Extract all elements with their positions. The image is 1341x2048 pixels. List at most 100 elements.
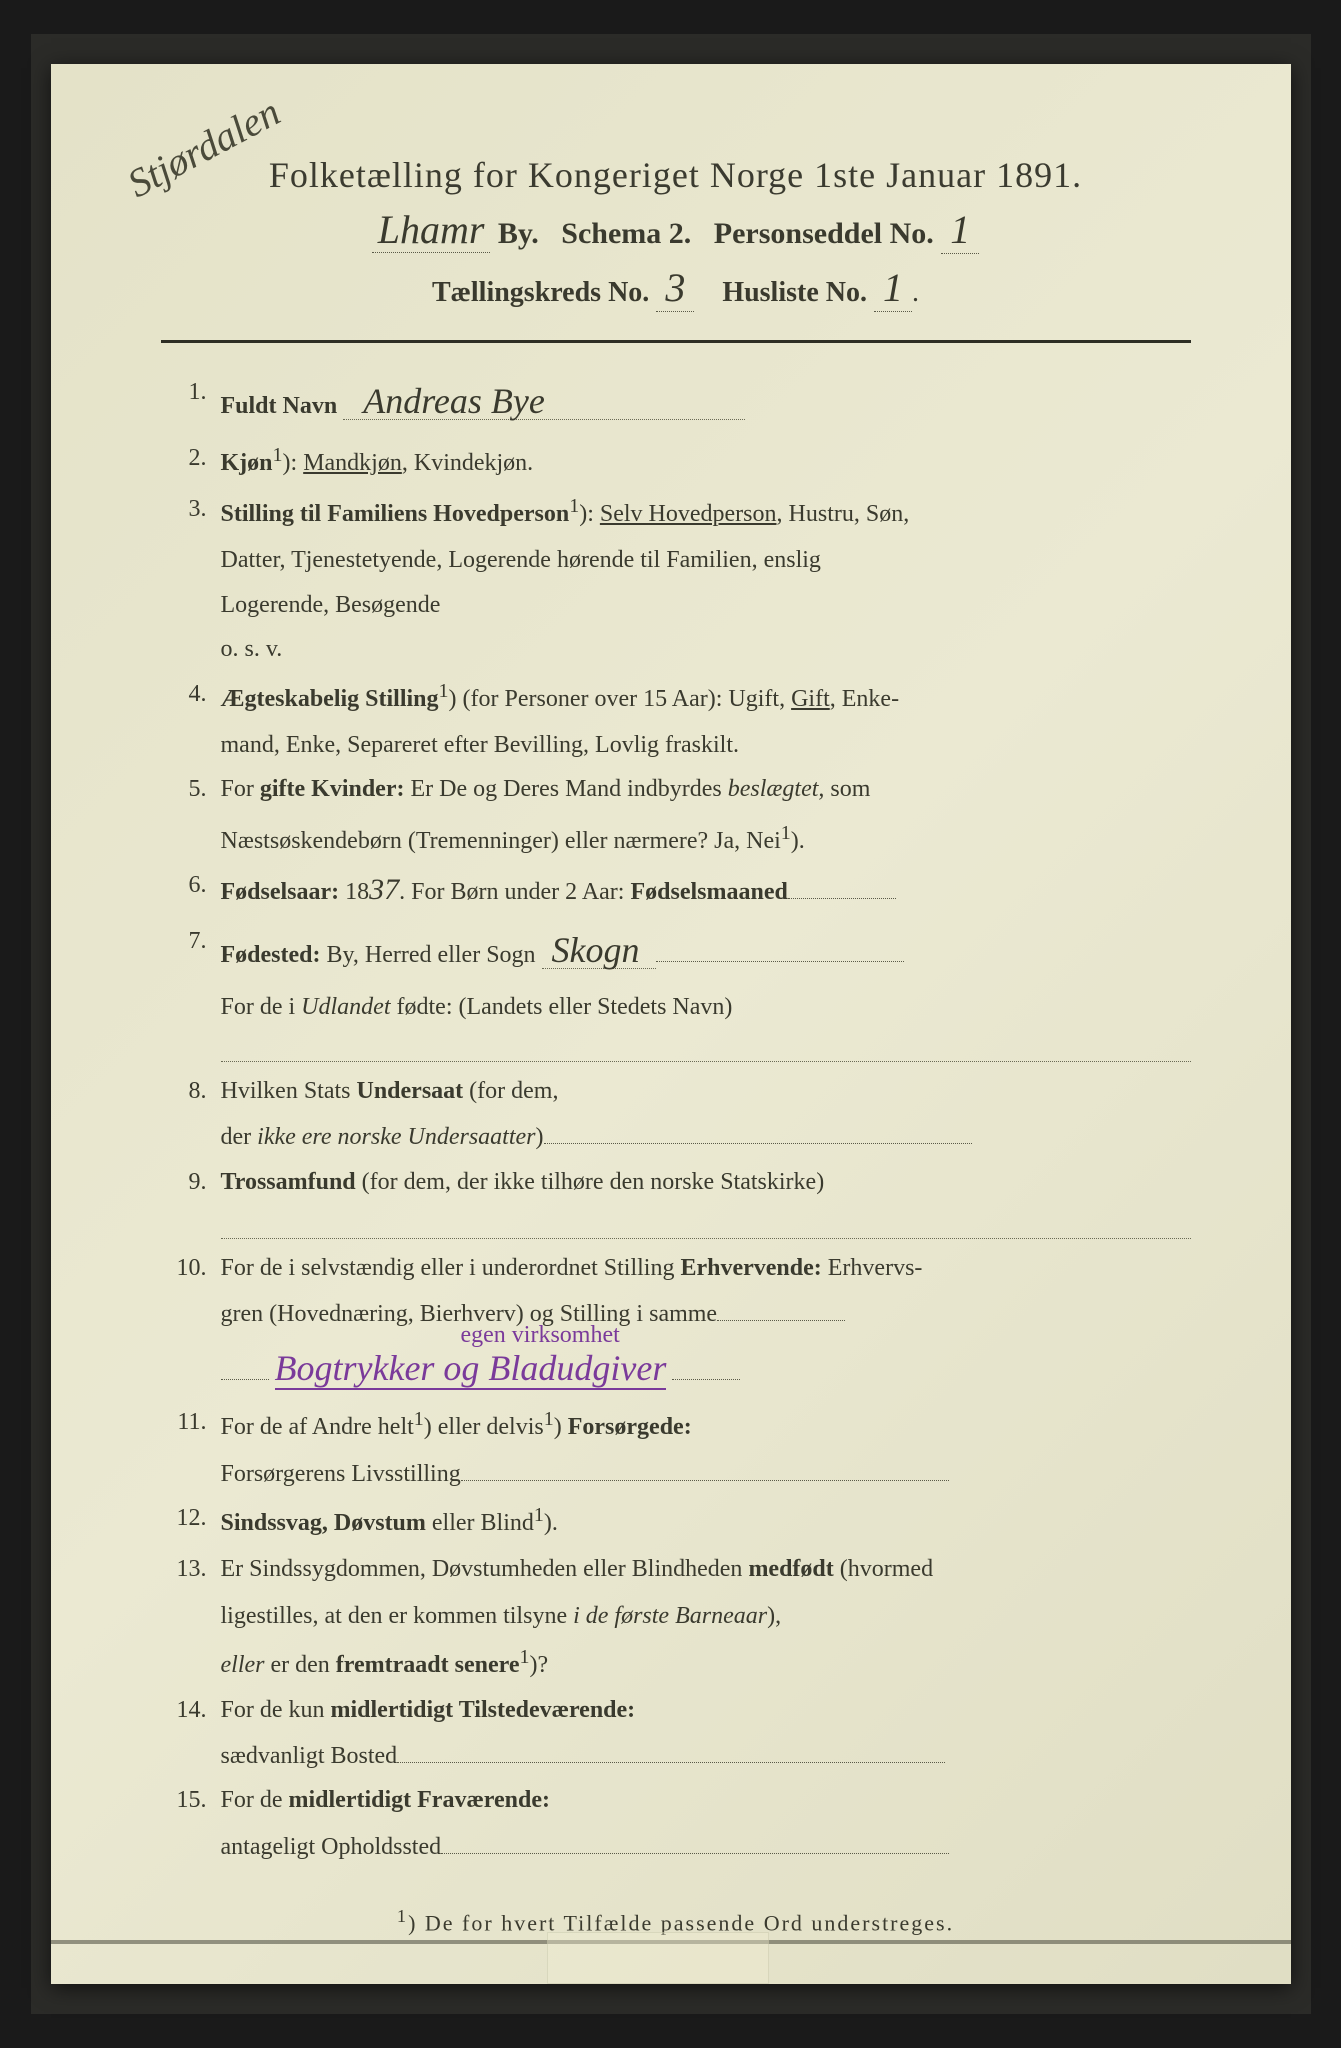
q6-month-blank — [788, 898, 896, 899]
form-title: Folketælling for Kongeriget Norge 1ste J… — [161, 154, 1191, 196]
q14-label: midlertidigt Tilstedeværende: — [331, 1697, 636, 1723]
schema-label: Schema 2. — [561, 217, 691, 250]
q8-label: Undersaat — [357, 1078, 464, 1104]
q2-sup: 1 — [273, 444, 283, 466]
q6-year: 37 — [369, 873, 399, 906]
q11-cont1: Forsørgerens Livsstilling — [161, 1455, 1191, 1493]
q10-label: Erhvervende: — [680, 1255, 821, 1281]
by-value: Lhamr — [372, 207, 491, 253]
q6-year-prefix: 18 — [345, 879, 369, 905]
q10-cont1: gren (Hovednæring, Bierhverv) og Stillin… — [161, 1295, 1191, 1333]
q1-value: Andreas Bye — [363, 381, 545, 421]
q13-num: 13. — [161, 1550, 221, 1588]
q2: 2. Kjøn1): Mandkjøn, Kvindekjøn. — [161, 439, 1191, 482]
q14: 14. For de kun midlertidigt Tilstedevære… — [161, 1691, 1191, 1729]
q4: 4. Ægteskabelig Stilling1) (for Personer… — [161, 675, 1191, 718]
q2-selected: Mandkjøn — [303, 450, 402, 476]
q11-num: 11. — [161, 1403, 221, 1446]
header-line-2: Lhamr By. Schema 2. Personseddel No. 1 — [161, 206, 1191, 254]
divider-rule — [161, 340, 1191, 343]
q14-num: 14. — [161, 1691, 221, 1729]
q8-num: 8. — [161, 1072, 221, 1110]
q12-num: 12. — [161, 1499, 221, 1542]
q5-rest2: som — [824, 776, 870, 802]
q8-pre: Hvilken Stats — [221, 1078, 357, 1104]
husliste-no: 1 — [874, 264, 912, 312]
q7-dots — [221, 1032, 1191, 1062]
q6-label: Fødselsaar: — [221, 879, 340, 905]
q1-num: 1. — [161, 373, 221, 431]
q7-rest: By, Herred eller Sogn — [320, 942, 535, 968]
q3-rest: , Hustru, Søn, — [777, 501, 910, 527]
q7: 7. Fødested: By, Herred eller Sogn Skogn — [161, 922, 1191, 980]
q13: 13. Er Sindssygdommen, Døvstumheden elle… — [161, 1550, 1191, 1588]
q15-cont1: antageligt Opholdssted — [161, 1828, 1191, 1866]
kreds-label: Tællingskreds No. — [432, 277, 649, 308]
kreds-no: 3 — [656, 264, 694, 312]
q2-opt2: Kvindekjøn. — [414, 450, 533, 476]
q5-rest: Er De og Deres Mand indbyrdes — [404, 776, 727, 802]
q2-num: 2. — [161, 439, 221, 482]
q4-sup: 1 — [439, 680, 449, 702]
q12-label: Sindssvag, Døvstum — [221, 1510, 426, 1536]
q3-selected: Selv Hovedperson — [600, 501, 777, 527]
q5: 5. For gifte Kvinder: Er De og Deres Man… — [161, 770, 1191, 808]
q4-rest: ) (for Personer over 15 Aar): Ugift, — [449, 686, 792, 712]
q1: 1. Fuldt Navn Andreas Bye — [161, 373, 1191, 431]
q6-label2: Fødselsmaaned — [630, 879, 787, 905]
q7-blank — [656, 961, 904, 962]
q3-num: 3. — [161, 490, 221, 533]
q5-pre: For — [221, 776, 260, 802]
q5-italic: beslægtet, — [728, 776, 825, 802]
q4-rest2: , Enke- — [830, 686, 899, 712]
husliste-label: Husliste No. — [722, 277, 867, 308]
q10-correction: egen virksomhet — [461, 1316, 620, 1354]
q10-text: For de i selvstændig eller i underordnet… — [221, 1255, 681, 1281]
scan-frame: Stjørdalen Folketælling for Kongeriget N… — [31, 34, 1311, 2014]
q15: 15. For de midlertidigt Fraværende: — [161, 1781, 1191, 1819]
q7-label: Fødested: — [221, 942, 321, 968]
q1-label: Fuldt Navn — [221, 393, 338, 419]
q10-num: 10. — [161, 1249, 221, 1287]
q3-cont2: Logerende, Besøgende — [161, 586, 1191, 624]
q10: 10. For de i selvstændig eller i underor… — [161, 1249, 1191, 1287]
q6-rest: . For Børn under 2 Aar: — [399, 879, 630, 905]
form-body: 1. Fuldt Navn Andreas Bye 2. Kjøn1): Man… — [161, 373, 1191, 1866]
q2-label: Kjøn — [221, 450, 273, 476]
q8: 8. Hvilken Stats Undersaat (for dem, — [161, 1072, 1191, 1110]
q9-rest: (for dem, der ikke tilhøre den norske St… — [356, 1169, 825, 1195]
q11-label: Forsørgede: — [568, 1414, 692, 1440]
q3-label: Stilling til Familiens Hovedperson — [221, 501, 570, 527]
q11-text: For de af Andre helt — [221, 1414, 414, 1440]
q3-sup: 1 — [569, 495, 579, 517]
q6-num: 6. — [161, 866, 221, 914]
q13-cont2: eller er den fremtraadt senere1)? — [161, 1641, 1191, 1684]
q6: 6. Fødselsaar: 1837. For Børn under 2 Aa… — [161, 866, 1191, 914]
census-form: Stjørdalen Folketælling for Kongeriget N… — [51, 64, 1291, 1984]
q9-dots — [221, 1209, 1191, 1239]
header-line-3: Tællingskreds No. 3 Husliste No. 1. — [161, 264, 1191, 312]
q8-post: (for dem, — [463, 1078, 558, 1104]
q5-cont1: Næstsøskendebørn (Tremenninger) eller næ… — [161, 817, 1191, 860]
q15-num: 15. — [161, 1781, 221, 1819]
q9-label: Trossamfund — [221, 1169, 356, 1195]
q4-num: 4. — [161, 675, 221, 718]
q12: 12. Sindssvag, Døvstum eller Blind1). — [161, 1499, 1191, 1542]
q15-label: midlertidigt Fraværende: — [289, 1787, 551, 1813]
personseddel-label: Personseddel No. — [714, 217, 934, 250]
q9: 9. Trossamfund (for dem, der ikke tilhør… — [161, 1163, 1191, 1201]
q3-cont3: o. s. v. — [161, 630, 1191, 668]
tape-mark — [547, 1932, 769, 1984]
q14-cont1: sædvanligt Bosted — [161, 1737, 1191, 1775]
q13-cont1: ligestilles, at den er kommen tilsyne i … — [161, 1597, 1191, 1635]
q7-cont1: For de i Udlandet fødte: (Landets eller … — [161, 988, 1191, 1026]
q5-num: 5. — [161, 770, 221, 808]
q7-num: 7. — [161, 922, 221, 980]
by-label: By. — [498, 217, 539, 250]
personseddel-no: 1 — [941, 206, 979, 254]
q8-cont1: der ikke ere norske Undersaatter) — [161, 1118, 1191, 1156]
q3-cont1: Datter, Tjenestetyende, Logerende hørend… — [161, 541, 1191, 579]
q11: 11. For de af Andre helt1) eller delvis1… — [161, 1403, 1191, 1446]
q10-rest: Erhvervs- — [822, 1255, 923, 1281]
q5-bold: gifte Kvinder: — [260, 776, 405, 802]
